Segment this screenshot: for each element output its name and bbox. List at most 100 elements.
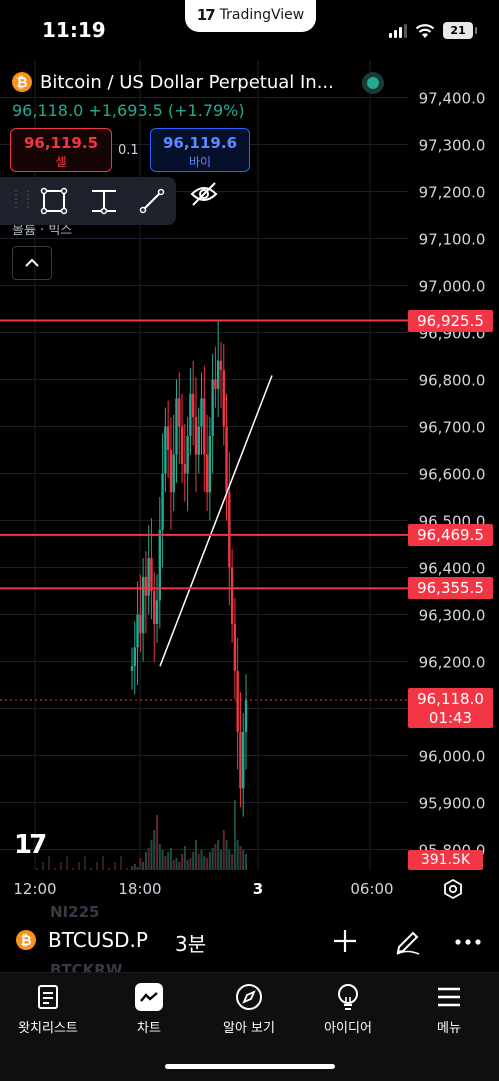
volume-bar: [206, 858, 209, 870]
volume-bar: [133, 864, 136, 870]
collapse-indicators-button[interactable]: [12, 246, 52, 280]
candle-body: [180, 426, 184, 465]
volume-bar: [233, 800, 236, 870]
horizontal-line-price-label[interactable]: 96,355.5: [408, 577, 493, 600]
volume-bar: [42, 862, 44, 870]
volume-bar: [144, 852, 147, 870]
trend-line-tool-icon[interactable]: [136, 185, 168, 217]
price-tick-label: 96,000.0: [419, 748, 486, 766]
volume-bar: [169, 848, 172, 870]
price-tick-label: 96,200.0: [419, 654, 486, 672]
price-tick-label: 97,000.0: [419, 278, 486, 296]
price-tick-label: 97,200.0: [419, 184, 486, 202]
price-range-tool-icon[interactable]: [88, 185, 120, 217]
time-tick-label: 18:00: [118, 880, 162, 898]
volume-bar: [189, 858, 192, 870]
market-open-indicator-icon[interactable]: [362, 72, 384, 94]
volume-value-badge: 391.5K: [408, 850, 483, 870]
price-tick-label: 97,300.0: [419, 137, 486, 155]
candle-body: [214, 379, 217, 389]
candles: [130, 320, 273, 817]
volume-bar: [139, 858, 142, 870]
tradingview-pill[interactable]: 17 TradingView: [185, 0, 316, 32]
tab-label: 왓치리스트: [18, 1021, 78, 1036]
ticker-symbol[interactable]: BTCUSD.P: [48, 928, 148, 952]
sell-button[interactable]: 96,119.5 셀: [10, 128, 112, 172]
tab-watchlist[interactable]: 왓치리스트: [3, 983, 93, 1036]
horizontal-line-price-label[interactable]: 96,925.5: [408, 309, 493, 332]
candle-body: [200, 398, 203, 427]
watchlist-icon: [34, 983, 62, 1011]
volume-bar: [114, 862, 116, 870]
volume-bar: [214, 844, 217, 870]
volume-bar: [54, 868, 56, 870]
candle-body: [205, 454, 209, 493]
volume-bar: [242, 850, 245, 870]
drawing-toolbar: ⋮⋮ ⋮⋮: [0, 177, 176, 225]
candle-body: [147, 558, 150, 596]
wifi-icon: [415, 23, 435, 38]
tradingview-logo-icon: 17: [196, 6, 216, 24]
trend-line: [159, 375, 273, 667]
candle-body: [183, 464, 187, 474]
bottom-tab-bar: 왓치리스트 차트 알아 보기 아이디어 메뉴: [0, 972, 499, 1081]
volume-bar: [225, 840, 228, 870]
symbol-title[interactable]: Bitcoin / US Dollar Perpetual In...: [40, 72, 334, 93]
price-tick-label: 96,400.0: [419, 560, 486, 578]
rectangle-tool-icon[interactable]: [38, 185, 70, 217]
candle-body: [158, 529, 162, 601]
volume-bar: [175, 858, 178, 870]
candle-body: [141, 576, 145, 634]
volume-bar: [164, 856, 167, 870]
candle-body: [191, 393, 195, 418]
volume-bar: [222, 830, 225, 870]
price-tick-label: 96,700.0: [419, 419, 486, 437]
volume-bar: [203, 856, 206, 870]
volume-bar: [181, 854, 184, 870]
candle-body: [219, 360, 223, 371]
volume-bar: [236, 840, 239, 870]
plus-icon[interactable]: [332, 928, 358, 954]
horizontal-line-price-label[interactable]: 96,469.5: [408, 523, 493, 546]
volume-bar: [183, 846, 186, 870]
tab-menu[interactable]: 메뉴: [404, 983, 494, 1036]
candle-body: [133, 647, 136, 667]
chart-settings-icon[interactable]: [442, 878, 464, 900]
buy-button[interactable]: 96,119.6 바이: [150, 128, 250, 172]
time-tick-label: 12:00: [13, 880, 57, 898]
tradingview-watermark-icon: 17: [14, 830, 47, 860]
candle-body: [222, 370, 225, 427]
candle-body: [130, 666, 134, 671]
hide-drawings-icon[interactable]: [188, 180, 220, 208]
volume-bar: [96, 862, 98, 870]
volume-bar: [219, 850, 222, 870]
candle-body: [186, 435, 189, 474]
volume-bars: [36, 800, 247, 870]
drag-handle-icon[interactable]: ⋮⋮ ⋮⋮: [10, 188, 34, 210]
volume-bar: [186, 860, 189, 870]
volume-indicator-label[interactable]: 볼륨 · 빅스: [12, 223, 73, 238]
battery-icon: 21: [443, 22, 477, 39]
tab-chart[interactable]: 차트: [104, 983, 194, 1036]
tab-label: 알아 보기: [223, 1021, 275, 1036]
price-tick-label: 96,800.0: [419, 372, 486, 390]
candle-body: [136, 614, 139, 648]
candle-body: [194, 417, 198, 455]
current-price-label: 96,118.0 01:43: [408, 688, 493, 729]
interval-selector[interactable]: 3분: [175, 932, 207, 956]
tab-ideas[interactable]: 아이디어: [303, 983, 393, 1036]
volume-bar: [136, 867, 139, 870]
home-indicator: [165, 1064, 335, 1069]
candle-body: [228, 492, 231, 568]
volume-bar: [36, 868, 38, 870]
tab-explore[interactable]: 알아 보기: [204, 983, 294, 1036]
candle-body: [139, 614, 142, 634]
more-icon[interactable]: [455, 938, 481, 946]
volume-bar: [150, 840, 153, 870]
volume-bar: [239, 846, 242, 870]
price-tick-label: 97,100.0: [419, 231, 486, 249]
drawing-pen-icon[interactable]: [393, 925, 423, 955]
tab-label: 차트: [137, 1021, 161, 1036]
volume-bar: [90, 868, 92, 870]
volume-bar: [131, 866, 133, 870]
